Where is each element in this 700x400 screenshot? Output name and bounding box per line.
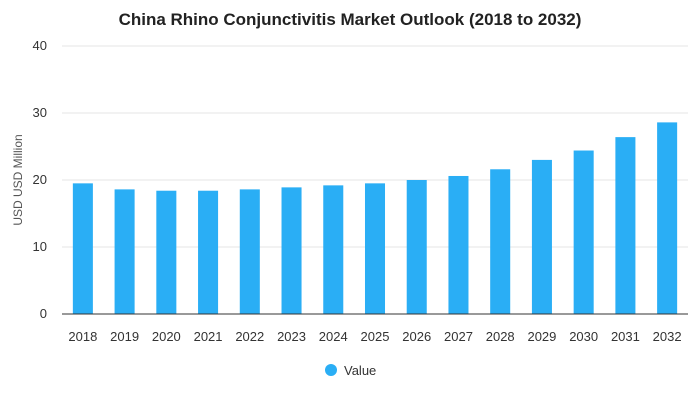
bar-2025[interactable] xyxy=(364,183,386,314)
bar-2031[interactable] xyxy=(615,137,636,314)
y-axis-ticks: 0 10 20 30 40 xyxy=(33,38,47,321)
bar-2022[interactable] xyxy=(239,189,260,314)
y-tick-label: 30 xyxy=(33,105,47,120)
x-tick-label: 2021 xyxy=(194,329,223,344)
y-axis-title: USD USD Million xyxy=(11,134,25,225)
x-tick-label: 2020 xyxy=(152,329,181,344)
y-tick-label: 0 xyxy=(40,306,47,321)
legend[interactable]: Value xyxy=(325,363,376,378)
bar-2026[interactable] xyxy=(406,180,427,314)
bar-2019[interactable] xyxy=(114,189,135,314)
x-tick-label: 2028 xyxy=(486,329,515,344)
x-tick-label: 2031 xyxy=(611,329,640,344)
bar-2024[interactable] xyxy=(323,185,344,314)
legend-swatch xyxy=(325,364,337,376)
x-tick-label: 2019 xyxy=(110,329,139,344)
bar-2021[interactable] xyxy=(198,190,219,314)
bar-2032[interactable] xyxy=(657,122,678,314)
x-tick-label: 2032 xyxy=(653,329,682,344)
bar-2028[interactable] xyxy=(490,169,511,314)
bar-2018[interactable] xyxy=(72,183,93,314)
x-tick-label: 2026 xyxy=(402,329,431,344)
x-tick-label: 2029 xyxy=(527,329,556,344)
y-tick-label: 20 xyxy=(33,172,47,187)
x-tick-label: 2025 xyxy=(361,329,390,344)
x-tick-label: 2024 xyxy=(319,329,348,344)
legend-label: Value xyxy=(344,363,376,378)
x-tick-label: 2030 xyxy=(569,329,598,344)
bar-2023[interactable] xyxy=(281,187,302,314)
bar-2027[interactable] xyxy=(448,175,469,314)
bar-2020[interactable] xyxy=(156,190,177,314)
bars xyxy=(72,122,678,314)
chart-title: China Rhino Conjunctivitis Market Outloo… xyxy=(119,10,582,29)
y-tick-label: 40 xyxy=(33,38,47,53)
bar-2030[interactable] xyxy=(573,150,594,314)
x-tick-label: 2018 xyxy=(68,329,97,344)
x-tick-label: 2022 xyxy=(235,329,264,344)
x-tick-label: 2023 xyxy=(277,329,306,344)
y-tick-label: 10 xyxy=(33,239,47,254)
x-tick-label: 2027 xyxy=(444,329,473,344)
x-axis-ticks: 2018 2019 2020 2021 2022 2023 2024 2025 2026 2027… xyxy=(68,329,681,344)
bar-2029[interactable] xyxy=(531,159,552,314)
